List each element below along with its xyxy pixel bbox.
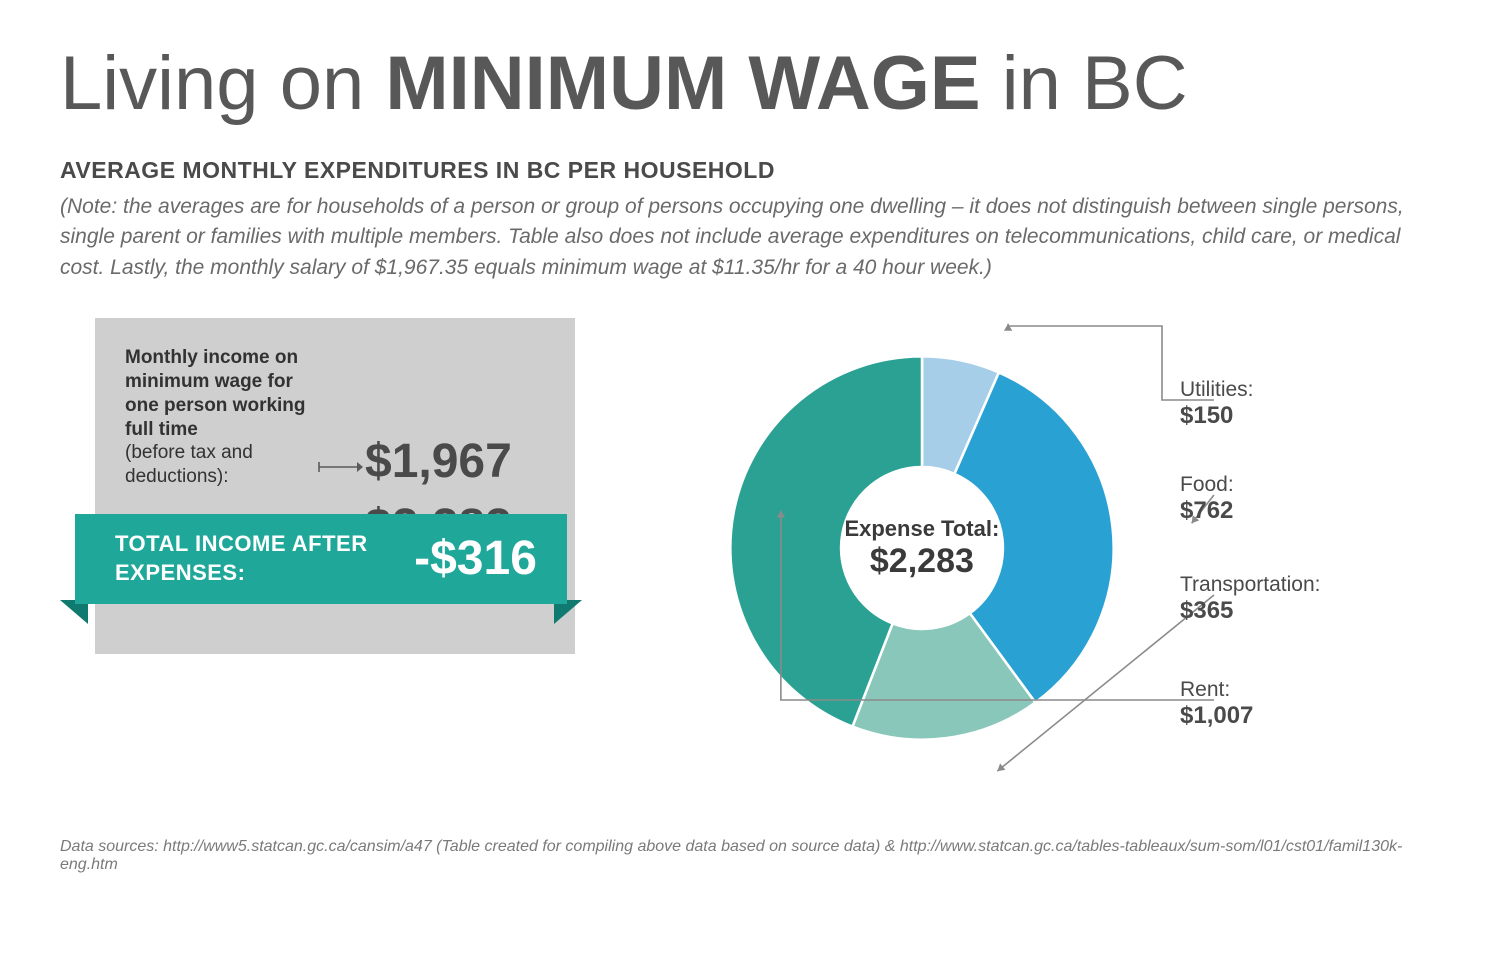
donut-center-value: $2,283 (870, 542, 974, 581)
title-pre: Living on (60, 41, 385, 126)
slice-name: Rent: (1180, 678, 1253, 702)
title-bold: MINIMUM WAGE (385, 41, 980, 126)
data-sources: Data sources: http://www5.statcan.gc.ca/… (60, 838, 1430, 874)
calc-box-wrap: Monthly income on minimum wage for one p… (60, 318, 582, 654)
result-label: TOTAL INCOME AFTER EXPENSES: (115, 530, 414, 587)
content-row: Monthly income on minimum wage for one p… (60, 318, 1430, 798)
income-row: Monthly income on minimum wage for one p… (125, 346, 545, 489)
slice-label: Utilities:$150 (1180, 378, 1254, 430)
donut-chart: Expense Total: $2,283 Utilities:$150 Food… (652, 318, 1430, 798)
slice-value: $365 (1180, 597, 1320, 625)
slice-label: Food:$762 (1180, 473, 1234, 525)
income-label-bold: Monthly income on minimum wage for one p… (125, 347, 306, 439)
slice-value: $1,007 (1180, 702, 1253, 730)
slice-name: Food: (1180, 473, 1234, 497)
slice-name: Utilities: (1180, 378, 1254, 402)
slice-name: Transportation: (1180, 573, 1320, 597)
ribbon-main: TOTAL INCOME AFTER EXPENSES: -$316 (75, 514, 567, 604)
donut-center-label: Expense Total: (844, 516, 999, 542)
donut-center: Expense Total: $2,283 (692, 318, 1152, 778)
title-post: in BC (981, 41, 1188, 126)
subtitle: AVERAGE MONTHLY EXPENDITURES IN BC PER H… (60, 157, 1430, 184)
slice-label: Transportation:$365 (1180, 573, 1320, 625)
slice-label: Rent:$1,007 (1180, 678, 1253, 730)
income-label-light: (before tax and deductions): (125, 442, 253, 487)
income-value: $1,967 (365, 434, 512, 489)
slice-value: $762 (1180, 497, 1234, 525)
note-text: (Note: the averages are for households o… (60, 192, 1430, 283)
result-ribbon: TOTAL INCOME AFTER EXPENSES: -$316 (60, 514, 582, 604)
page-title: Living on MINIMUM WAGE in BC (60, 40, 1430, 127)
slice-value: $150 (1180, 402, 1254, 430)
result-value: -$316 (414, 531, 537, 586)
result-label-text: TOTAL INCOME AFTER EXPENSES: (115, 531, 368, 585)
income-label: Monthly income on minimum wage for one p… (125, 346, 315, 489)
arrow-icon (315, 460, 365, 489)
